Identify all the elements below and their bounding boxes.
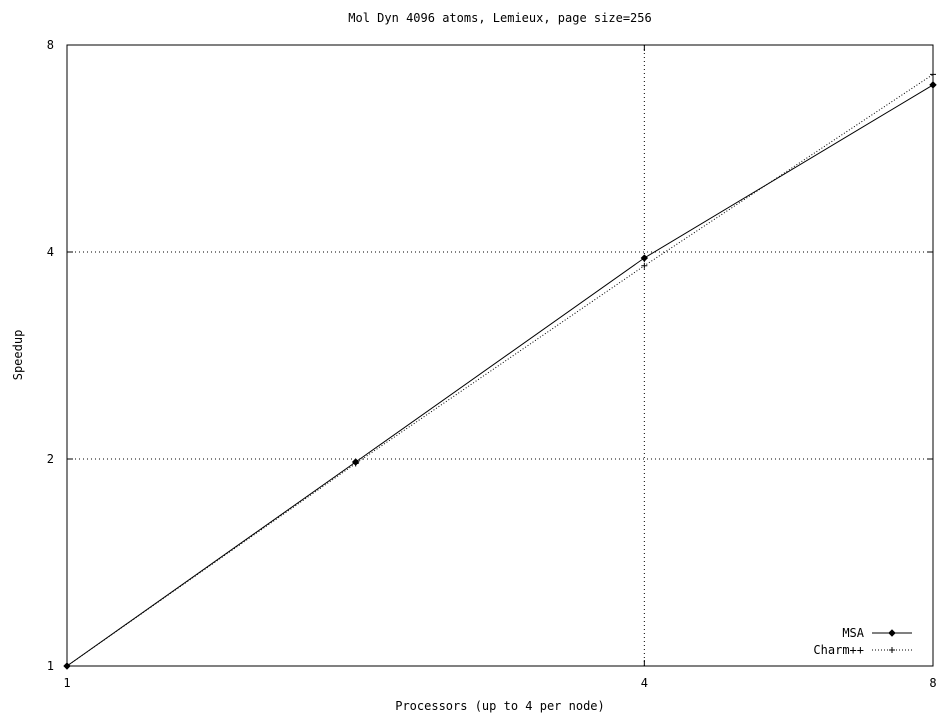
point-charm [352, 460, 359, 467]
plot-frame [66, 44, 934, 667]
series-line-msa [66, 84, 934, 667]
y-tick-label: 8 [47, 38, 54, 52]
y-axis-label: Speedup [11, 330, 25, 381]
chart-title: Mol Dyn 4096 atoms, Lemieux, page size=2… [348, 11, 651, 25]
point-msa [640, 254, 649, 262]
legend-label-msa: MSA [842, 626, 864, 640]
legend-marker-msa [888, 629, 896, 637]
series-lines [63, 71, 937, 670]
x-tick-label: 8 [929, 676, 936, 690]
point-charm [641, 262, 648, 269]
y-tick-label: 2 [47, 452, 54, 466]
y-tick-label: 1 [47, 659, 54, 673]
grid-lines [67, 45, 933, 666]
legend: MSA Charm++ [813, 626, 912, 657]
y-tick-label: 4 [47, 245, 54, 259]
legend-marker-charm [889, 647, 895, 653]
legend-label-charm: Charm++ [813, 643, 864, 657]
x-tick-label: 4 [641, 676, 648, 690]
x-tick-label: 1 [63, 676, 70, 690]
x-axis-label: Processors (up to 4 per node) [395, 699, 605, 713]
